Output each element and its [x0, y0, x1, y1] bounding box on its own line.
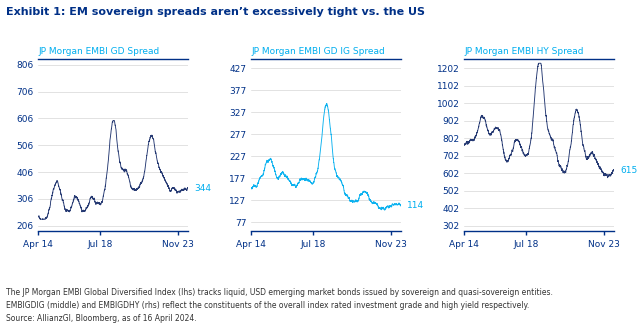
Text: Exhibit 1: EM sovereign spreads aren’t excessively tight vs. the US: Exhibit 1: EM sovereign spreads aren’t e…: [6, 7, 426, 16]
Text: JP Morgan EMBI HY Spread: JP Morgan EMBI HY Spread: [465, 47, 584, 56]
Text: JP Morgan EMBI GD IG Spread: JP Morgan EMBI GD IG Spread: [252, 47, 385, 56]
Text: 615: 615: [620, 166, 637, 176]
Text: 344: 344: [194, 184, 211, 193]
Text: The JP Morgan EMBI Global Diversified Index (lhs) tracks liquid, USD emerging ma: The JP Morgan EMBI Global Diversified In…: [6, 288, 553, 323]
Text: JP Morgan EMBI GD Spread: JP Morgan EMBI GD Spread: [38, 47, 159, 56]
Text: 114: 114: [407, 201, 424, 211]
